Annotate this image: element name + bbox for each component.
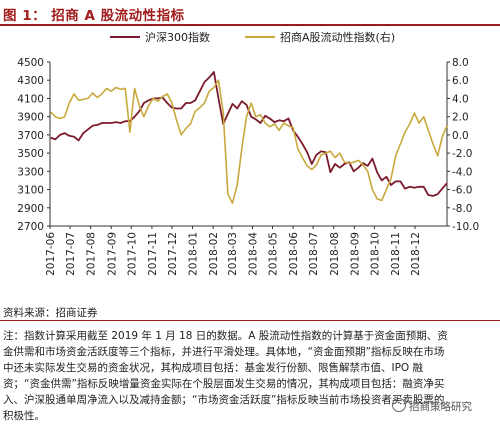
x-axis-tick-label: 2018-09 bbox=[349, 232, 361, 276]
x-axis-tick-label: 2017-06 bbox=[45, 232, 57, 276]
watermark-text: 招商策略研究 bbox=[409, 401, 472, 413]
x-axis-tick-label: 2017-07 bbox=[65, 232, 77, 276]
legend-label: 招商A股流动性指数(右) bbox=[280, 30, 395, 44]
left-axis-tick-label: 4300 bbox=[17, 75, 44, 87]
left-axis-tick-label: 2900 bbox=[17, 203, 44, 215]
right-axis-tick-label: 0.0 bbox=[452, 130, 469, 142]
left-axis-tick-label: 2700 bbox=[17, 221, 44, 233]
footnote: 注：指数计算采用截至 2019 年 1 月 18 日的数据。A 股流动性指数的计… bbox=[3, 330, 448, 422]
right-axis-tick-label: -6.0 bbox=[452, 185, 473, 197]
x-axis-tick-label: 2018-06 bbox=[288, 232, 300, 276]
x-axis-tick-label: 2018-03 bbox=[227, 232, 239, 276]
right-axis-tick-label: 6.0 bbox=[452, 75, 469, 87]
x-axis-tick-label: 2018-02 bbox=[208, 232, 220, 276]
left-axis-tick-label: 3700 bbox=[17, 130, 44, 142]
right-axis-tick-label: 8.0 bbox=[452, 57, 469, 69]
x-axis-tick-label: 2018-10 bbox=[369, 232, 381, 276]
right-axis-tick-label: -10.0 bbox=[452, 221, 479, 233]
x-axis-tick-label: 2017-09 bbox=[106, 232, 118, 276]
source-note: 资料来源：招商证券 bbox=[3, 307, 98, 319]
right-axis-tick-label: -4.0 bbox=[452, 166, 473, 178]
x-axis-tick-label: 2018-12 bbox=[410, 232, 422, 276]
dual-axis-line-chart: 沪深300指数 招商A股流动性指数(右) 2700 2900 3100 3300 3500 3… bbox=[17, 30, 479, 276]
divider bbox=[0, 320, 500, 321]
right-axis-tick-label: -2.0 bbox=[452, 148, 473, 160]
x-axis-tick-label: 2018-08 bbox=[329, 232, 341, 276]
right-axis-tick-label: 2.0 bbox=[452, 112, 469, 124]
legend-label: 沪深300指数 bbox=[145, 30, 210, 44]
figure-title: 图 1： 招商 A 股流动性指标 bbox=[3, 8, 185, 24]
left-axis-tick-label: 4100 bbox=[17, 93, 44, 105]
wechat-logo-icon bbox=[392, 398, 406, 412]
figure-header: 图 1： 招商 A 股流动性指标 bbox=[0, 0, 500, 26]
left-axis-tick-label: 3300 bbox=[17, 166, 44, 178]
right-axis-tick-label: -8.0 bbox=[452, 203, 473, 215]
watermark: 招商策略研究 bbox=[392, 398, 472, 414]
left-axis-tick-label: 3500 bbox=[17, 148, 44, 160]
x-axis-tick-label: 2017-08 bbox=[86, 232, 98, 276]
left-axis-tick-label: 3100 bbox=[17, 185, 44, 197]
liquidity-series-line bbox=[50, 79, 448, 204]
x-axis-tick-label: 2017-12 bbox=[167, 232, 179, 276]
right-axis-tick-label: 4.0 bbox=[452, 93, 469, 105]
x-axis-tick-label: 2018-04 bbox=[247, 232, 259, 276]
x-axis-tick-label: 2018-07 bbox=[308, 232, 320, 276]
x-axis-tick-label: 2018-11 bbox=[390, 232, 402, 276]
x-axis-tick-label: 2018-01 bbox=[188, 232, 200, 276]
x-axis-tick-label: 2018-05 bbox=[267, 232, 279, 276]
x-axis-tick-label: 2017-11 bbox=[147, 232, 159, 276]
left-axis-tick-label: 3900 bbox=[17, 112, 44, 124]
x-axis-tick-label: 2017-10 bbox=[126, 232, 138, 276]
left-axis-tick-label: 4500 bbox=[17, 57, 44, 69]
